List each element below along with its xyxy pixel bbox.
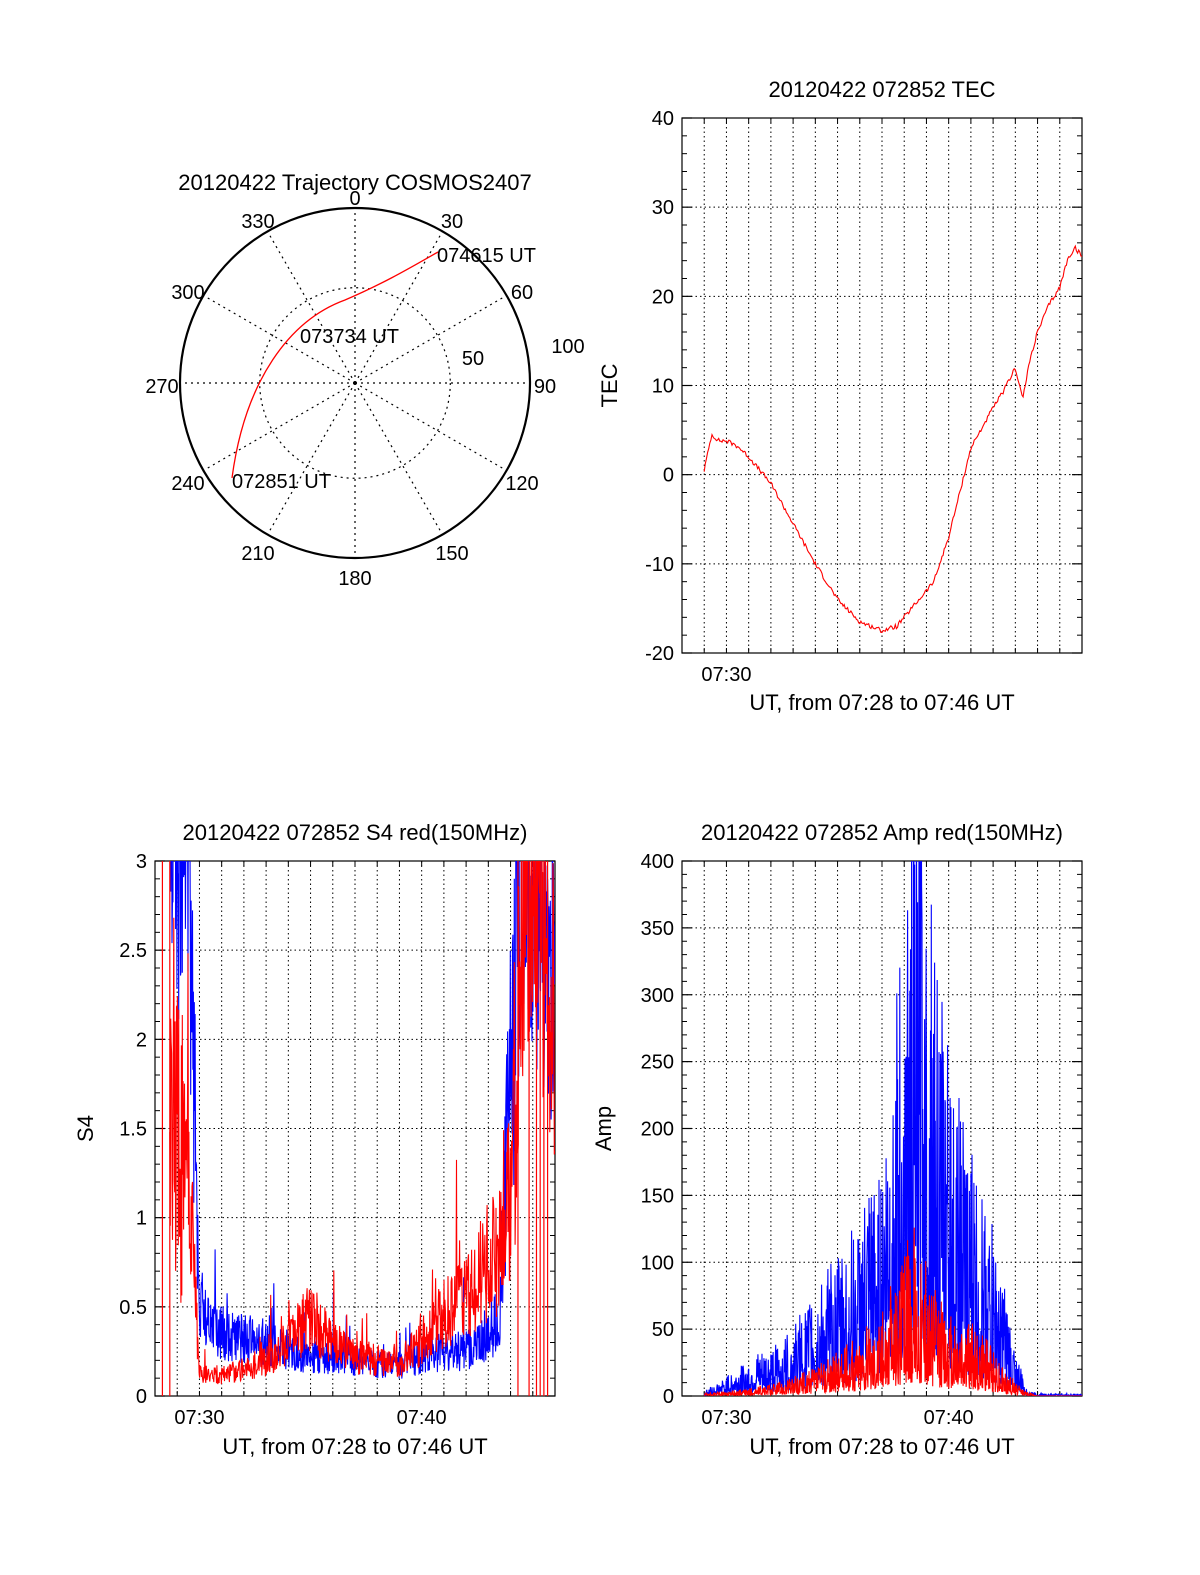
- amp-y-tick-label: 50: [652, 1319, 674, 1341]
- azimuth-spoke: [266, 231, 356, 384]
- s4-x-tick-label: 07:40: [397, 1407, 447, 1429]
- tec-series-red: [703, 244, 1082, 634]
- azimuth-spoke: [354, 382, 444, 535]
- azimuth-label: 180: [338, 568, 371, 590]
- s4-y-axis-label: S4: [73, 1115, 98, 1142]
- tec-y-tick-label: 10: [652, 376, 674, 398]
- azimuth-label: 150: [435, 543, 468, 565]
- s4-y-tick-label: 3: [136, 851, 147, 873]
- azimuth-spoke: [354, 231, 444, 384]
- tec-chart: 20120422 072852 TEC -20 -10 0 10 20 30 40 07:30 U…: [597, 77, 1083, 715]
- azimuth-label: 120: [505, 473, 538, 495]
- amp-y-axis-label: Amp: [591, 1106, 616, 1151]
- tec-series-group: [703, 244, 1082, 634]
- radius-label: 100: [551, 336, 584, 358]
- tec-y-tick-label: 30: [652, 197, 674, 219]
- tec-y-tick-label: -20: [645, 643, 674, 665]
- amp-y-tick-label: 400: [641, 851, 674, 873]
- amp-x-tick-label: 07:30: [701, 1407, 751, 1429]
- azimuth-spoke: [354, 294, 507, 384]
- time-annotation: 073734 UT: [300, 326, 399, 348]
- tec-y-tick-label: 40: [652, 108, 674, 130]
- s4-y-tick-label: 1.5: [119, 1119, 147, 1141]
- s4-x-axis-label: UT, from 07:28 to 07:46 UT: [222, 1434, 487, 1459]
- azimuth-label: 300: [171, 282, 204, 304]
- trajectory-line: [231, 251, 439, 479]
- amp-series-blue: [703, 861, 1082, 1396]
- azimuth-label: 270: [145, 376, 178, 398]
- azimuth-spoke: [266, 382, 356, 535]
- tec-y-axis-label: TEC: [597, 363, 622, 407]
- azimuth-label: 0: [349, 188, 360, 210]
- amp-title: 20120422 072852 Amp red(150MHz): [701, 820, 1063, 845]
- tec-y-tick-label: 0: [663, 465, 674, 487]
- azimuth-label: 60: [511, 282, 533, 304]
- amp-series-group: [703, 861, 1082, 1396]
- amp-y-tick-label: 150: [641, 1185, 674, 1207]
- elevation-ring: [259, 287, 451, 479]
- azimuth-label: 330: [241, 211, 274, 233]
- tec-x-tick-label: 07:30: [701, 664, 751, 686]
- s4-y-tick-label: 1: [136, 1208, 147, 1230]
- tec-y-tick-label: -10: [645, 554, 674, 576]
- azimuth-spoke: [203, 294, 356, 384]
- amp-y-tick-label: 100: [641, 1252, 674, 1274]
- amp-chart: 20120422 072852 Amp red(150MHz) 0 50 100 150…: [591, 820, 1083, 1459]
- amp-series-red: [703, 1227, 1082, 1396]
- amp-y-tick-label: 300: [641, 985, 674, 1007]
- amp-y-tick-label: 350: [641, 918, 674, 940]
- azimuth-label: 240: [171, 473, 204, 495]
- amp-x-axis-label: UT, from 07:28 to 07:46 UT: [749, 1434, 1014, 1459]
- s4-series-blue: [170, 861, 555, 1379]
- s4-title: 20120422 072852 S4 red(150MHz): [183, 820, 528, 845]
- s4-chart: 20120422 072852 S4 red(150MHz) 0 0.5 1 1.5 2 2…: [73, 820, 556, 1459]
- tec-y-tick-label: 20: [652, 286, 674, 308]
- azimuth-spoke: [203, 382, 356, 472]
- azimuth-label: 30: [441, 211, 463, 233]
- amp-y-tick-label: 0: [663, 1386, 674, 1408]
- amp-x-tick-label: 07:40: [924, 1407, 974, 1429]
- s4-series-red: [169, 861, 555, 1385]
- time-annotation: 074615 UT: [437, 245, 536, 267]
- s4-y-tick-label: 0: [136, 1386, 147, 1408]
- azimuth-spoke: [354, 382, 507, 472]
- tec-title: 20120422 072852 TEC: [768, 77, 995, 102]
- s4-y-tick-label: 2: [136, 1029, 147, 1051]
- s4-y-tick-label: 0.5: [119, 1297, 147, 1319]
- radius-label: 50: [462, 348, 484, 370]
- trajectory-title: 20120422 Trajectory COSMOS2407: [178, 170, 531, 195]
- s4-x-tick-label: 07:30: [174, 1407, 224, 1429]
- s4-series-group: [161, 861, 555, 1396]
- s4-y-tick-label: 2.5: [119, 940, 147, 962]
- time-annotation: 072851 UT: [232, 471, 331, 493]
- amp-y-tick-label: 250: [641, 1052, 674, 1074]
- amp-y-tick-label: 200: [641, 1119, 674, 1141]
- azimuth-label: 90: [534, 376, 556, 398]
- azimuth-label: 210: [241, 543, 274, 565]
- tec-x-axis-label: UT, from 07:28 to 07:46 UT: [749, 690, 1014, 715]
